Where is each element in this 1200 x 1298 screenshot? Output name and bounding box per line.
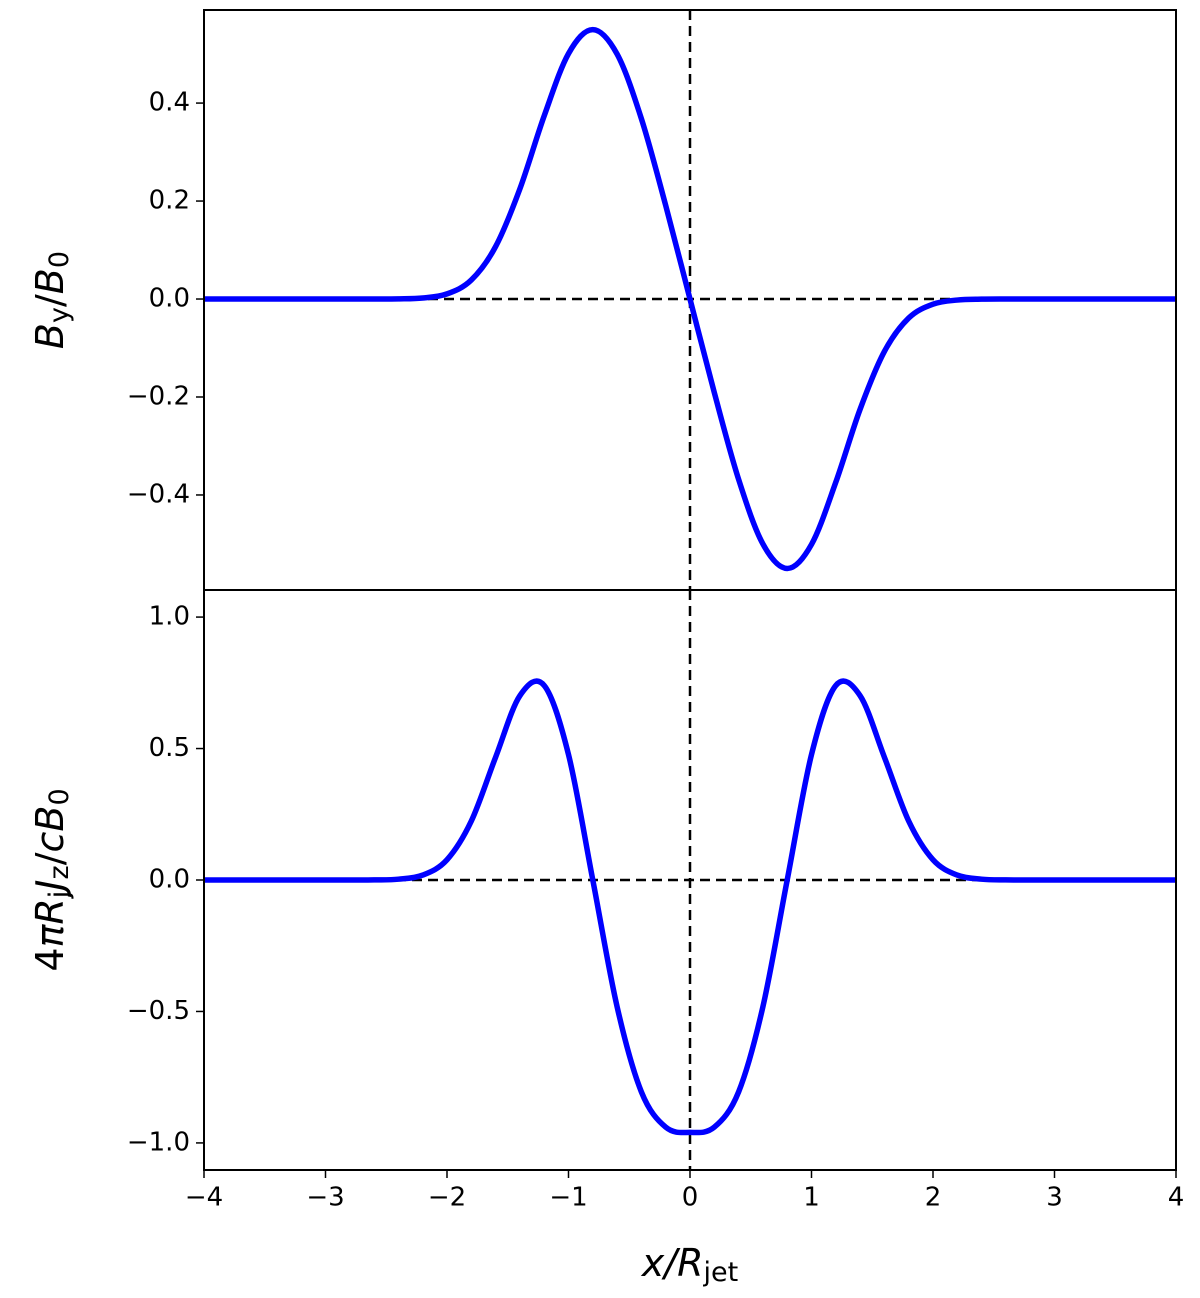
y-tick-label: 0.2 xyxy=(149,186,190,216)
label-part: / xyxy=(28,294,72,307)
x-tick-label: −1 xyxy=(549,1183,587,1213)
y-tick-label: −1.0 xyxy=(127,1127,190,1157)
label-part: 4 xyxy=(28,947,72,971)
x-tick-label: −2 xyxy=(428,1183,466,1213)
label-part: x/R xyxy=(641,1241,704,1285)
curve xyxy=(204,26,1176,572)
y-axis-label: By/B0 xyxy=(28,251,75,349)
curve xyxy=(204,678,1176,1136)
axes-frame xyxy=(203,589,1177,1171)
x-axis-label: x/Rjet xyxy=(641,1241,738,1288)
label-part: 0 xyxy=(44,788,75,805)
label-part: j xyxy=(44,891,75,900)
label-part: / xyxy=(28,852,72,865)
x-tick-label: 2 xyxy=(925,1183,942,1213)
y-tick-label: 0.0 xyxy=(149,284,190,314)
label-part: y xyxy=(44,307,75,323)
x-tick-label: −3 xyxy=(306,1183,344,1213)
y-tick-label: −0.5 xyxy=(127,996,190,1026)
y-tick-label: 0.5 xyxy=(149,733,190,763)
x-tick-label: 4 xyxy=(1168,1183,1185,1213)
label-part: jet xyxy=(703,1257,739,1288)
label-part: πR xyxy=(28,898,72,947)
label-part: z xyxy=(44,865,75,879)
x-tick-label: −4 xyxy=(185,1183,223,1213)
label-part: B xyxy=(28,268,72,294)
y-tick-label: 0.0 xyxy=(149,865,190,895)
y-tick-label: 1.0 xyxy=(149,602,190,632)
x-tick-label: 3 xyxy=(1046,1183,1063,1213)
label-part: 0 xyxy=(44,251,75,268)
y-tick-label: −0.4 xyxy=(127,479,190,509)
label-part: B xyxy=(28,323,72,349)
label-part: cB xyxy=(28,806,72,853)
x-tick-label: 1 xyxy=(803,1183,820,1213)
y-tick-label: −0.2 xyxy=(127,381,190,411)
y-axis-label: 4πRjJz/cB0 xyxy=(28,788,75,971)
y-tick-label: 0.4 xyxy=(149,88,190,118)
x-tick-label: 0 xyxy=(682,1183,699,1213)
